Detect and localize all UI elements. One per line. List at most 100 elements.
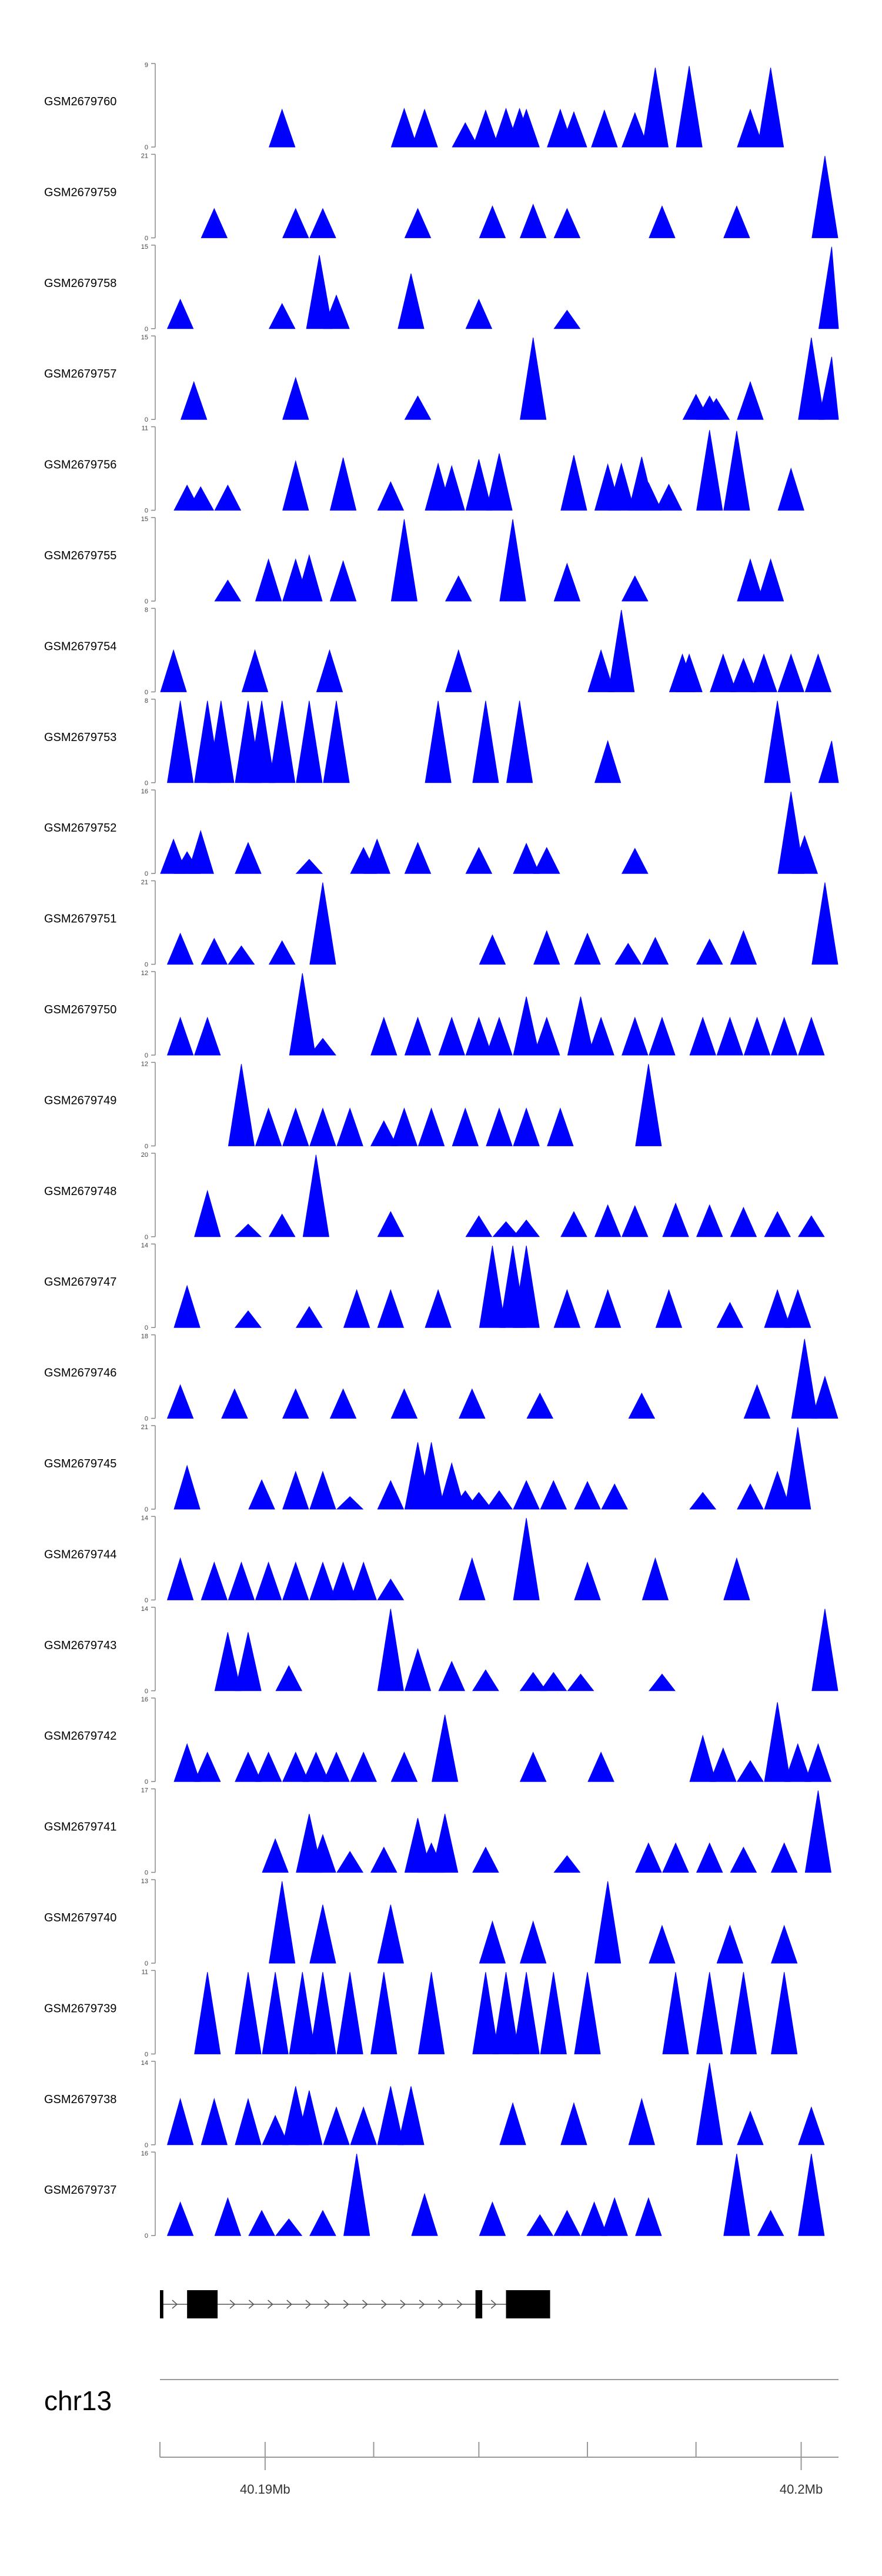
coverage-peak [703, 398, 730, 420]
intron-arrow [490, 2300, 497, 2309]
coverage-peak [343, 1289, 370, 1328]
coverage-peak [574, 1561, 601, 1600]
coverage-peak [370, 1016, 397, 1056]
coverage-peak [574, 1480, 601, 1510]
coverage-peak [350, 1561, 377, 1600]
coverage-peak [187, 830, 214, 874]
coverage-peak [689, 1491, 717, 1510]
coverage-peak [289, 973, 316, 1056]
coverage-peak [269, 108, 296, 148]
y-axis-max-label: 9 [145, 62, 148, 69]
coverage-peak [255, 1751, 282, 1782]
intron-arrow [268, 2300, 273, 2309]
y-axis-zero-label: 0 [145, 1324, 148, 1332]
track-GSM2679749: GSM2679749 12 0 [44, 1060, 662, 1150]
track-label: GSM2679745 [44, 1457, 116, 1470]
coverage-peak [723, 205, 750, 238]
intron-arrow [172, 2300, 178, 2309]
coverage-peak [526, 2214, 554, 2236]
coverage-peak [513, 1219, 540, 1237]
coverage-peak [329, 560, 357, 602]
coverage-peak [472, 1846, 499, 1873]
track-label: GSM2679749 [44, 1094, 116, 1107]
coverage-peak [622, 1016, 649, 1056]
coverage-peak [553, 1855, 581, 1873]
coverage-peak [296, 700, 323, 783]
track-label: GSM2679755 [44, 549, 116, 562]
y-axis-max-label: 16 [141, 788, 148, 795]
coverage-peak [540, 1480, 567, 1510]
coverage-peak [465, 298, 493, 329]
coverage-peak [696, 430, 723, 511]
coverage-peak [370, 1846, 397, 1873]
coverage-peak [323, 1751, 350, 1782]
coverage-peak [784, 1427, 811, 1510]
coverage-peak [459, 1388, 486, 1419]
coverage-peak [377, 2086, 404, 2145]
y-axis-zero-label: 0 [145, 1688, 148, 1695]
coverage-peak [214, 484, 242, 511]
track-label: GSM2679754 [44, 640, 116, 653]
coverage-peak [492, 1221, 520, 1237]
y-axis-zero-label: 0 [145, 326, 148, 333]
axis-tick-label: 40.2Mb [780, 2482, 823, 2497]
coverage-peak [743, 1016, 771, 1056]
coverage-peak [513, 1972, 540, 2054]
coverage-peak [269, 1881, 296, 1964]
coverage-peak [649, 1016, 676, 1056]
coverage-peak [404, 1016, 432, 1056]
coverage-peak [574, 932, 601, 965]
coverage-peak [350, 1751, 377, 1782]
coverage-peak [587, 1016, 614, 1056]
coverage-peak [594, 1881, 622, 1964]
y-axis-max-label: 15 [141, 516, 148, 523]
y-axis-max-label: 14 [141, 1514, 148, 1521]
coverage-peak [309, 2210, 336, 2236]
coverage-peak [201, 2097, 228, 2145]
coverage-peak [418, 1972, 445, 2054]
coverage-peak [269, 700, 296, 783]
coverage-peak [411, 2193, 438, 2236]
coverage-peak [811, 1609, 838, 1691]
chromosome-label: chr13 [44, 2385, 112, 2416]
coverage-peak [533, 847, 560, 874]
coverage-peak [377, 1289, 405, 1328]
coverage-peak [730, 1972, 757, 2054]
coverage-peak [784, 1743, 811, 1782]
coverage-peak [282, 1388, 309, 1419]
coverage-peak [350, 2106, 377, 2145]
coverage-peak [770, 1842, 798, 1873]
y-axis-zero-label: 0 [145, 962, 148, 969]
coverage-peak [710, 653, 737, 692]
coverage-peak [635, 1842, 662, 1873]
coverage-peak [743, 1384, 771, 1419]
genome-axis: chr13 40.19Mb 40.2Mb [44, 2379, 838, 2497]
coverage-peak [642, 1557, 669, 1600]
coverage-peak [553, 208, 581, 238]
coverage-peak [309, 1972, 336, 2054]
coverage-peak [309, 1561, 336, 1600]
coverage-peak [547, 1107, 574, 1146]
coverage-peak [594, 1204, 622, 1237]
coverage-peak [194, 1189, 221, 1237]
coverage-peak [452, 1107, 479, 1146]
intron-arrow [248, 2300, 255, 2309]
coverage-peak [513, 108, 540, 148]
coverage-peak [560, 455, 587, 511]
track-label: GSM2679747 [44, 1276, 116, 1289]
coverage-peak [526, 1392, 554, 1419]
coverage-peak [662, 1202, 689, 1237]
coverage-peak [167, 700, 194, 783]
coverage-peak [649, 1924, 676, 1964]
coverage-peak [432, 1814, 459, 1873]
y-axis-zero-label: 0 [145, 235, 148, 242]
coverage-peak [533, 1016, 560, 1056]
track-GSM2679740: GSM2679740 13 0 [44, 1878, 798, 1967]
coverage-peak [716, 1924, 744, 1964]
coverage-peak [513, 1245, 540, 1328]
coverage-peak [723, 1557, 750, 1600]
coverage-peak [513, 1518, 540, 1600]
coverage-peak [798, 337, 825, 420]
coverage-peak [770, 1924, 798, 1964]
y-axis-zero-label: 0 [145, 1597, 148, 1604]
